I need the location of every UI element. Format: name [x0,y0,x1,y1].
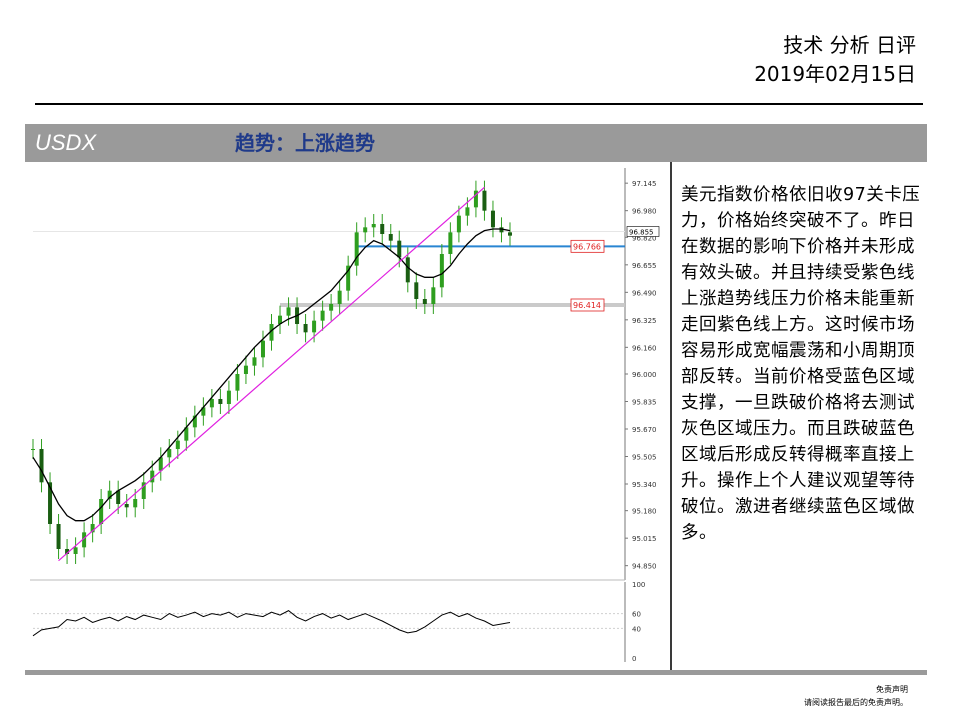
price-bar-body [116,490,121,504]
level-label-box [570,239,605,253]
price-tick-label: 95.835 [632,399,657,407]
price-bar-body [414,282,419,299]
price-bar-body [405,257,410,283]
instrument-banner: USDX 趋势：上涨趋势 [25,124,927,162]
price-bar-body [48,482,53,524]
level-label: 96.414 [573,301,601,310]
price-bar-body [124,504,129,508]
price-bar-body [508,232,512,236]
price-bar-body [312,320,317,333]
report-date: 2019年02月15日 [754,62,916,86]
panel-divider [670,162,672,670]
price-bar-body [286,307,291,316]
price-bar-body [192,415,197,428]
report-type-title: 技术 分析 日评 [783,33,916,57]
price-bar-body [31,449,35,450]
price-tick-label: 96.820 [632,234,657,242]
price-bar-body [175,440,180,449]
price-bar-body [82,532,87,548]
moving-average-line [32,228,511,522]
price-bar-body [278,315,283,324]
price-bar-body [218,399,223,404]
level-label-box [570,298,605,312]
price-chart: 96.766 96.414 97.145 96.980 96.820 96.655 96.… [30,168,660,663]
price-tick-label: 96.490 [632,289,657,297]
price-tick-label: 95.505 [632,454,657,462]
price-tick-label: 96.325 [632,317,657,325]
price-bar-body [320,310,325,321]
price-tick-label: 96.160 [632,344,657,352]
price-tick-label: 97.145 [632,180,657,188]
analysis-commentary: 美元指数价格依旧收97关卡压力，价格始终突破不了。昨日在数据的影响下价格并未形成… [681,185,921,543]
price-bar-body [422,299,427,304]
price-tick-label: 96.655 [632,262,657,270]
price-bar-body [39,449,44,483]
price-bar-body [226,390,231,404]
oscillator-tick-label: 100 [632,581,645,589]
price-bar-body [388,234,393,241]
oscillator-tick-label: 0 [632,655,636,663]
price-bar-body [158,457,163,471]
price-bar-body [209,399,214,408]
price-bar-body [456,215,461,233]
price-tick-label: 96.000 [632,371,657,379]
footer-bar [25,670,927,675]
price-bar-body [99,499,104,524]
price-tick-label: 95.180 [632,508,657,516]
price-bar-body [465,207,470,216]
rising-trendline [58,186,485,562]
current-price-box [626,226,660,237]
price-bar-body [260,340,265,358]
oscillator-line [32,610,511,637]
price-bar-body [448,232,453,254]
price-bar-body [354,232,359,266]
price-bar-body [431,287,436,304]
price-bar-body [269,324,274,341]
disclaimer-text: 请阅读报告最后的免责声明。 [804,698,908,707]
price-bar-body [73,547,78,554]
price-bar-body [90,524,95,533]
price-bar-body [397,240,402,258]
price-bar-body [235,374,240,391]
price-bar-body [141,482,146,499]
price-bar-body [65,549,70,554]
oscillator-tick-label: 60 [632,611,641,619]
price-bar-body [167,449,172,458]
price-bar-body [201,407,206,416]
price-bar-body [243,365,248,374]
price-bar-body [490,210,495,228]
price-bar-body [133,499,138,508]
oscillator-tick-label: 40 [632,625,641,633]
price-bar-body [482,190,487,211]
price-bar-body [337,290,342,304]
price-bar-body [380,224,385,234]
price-tick-label: 95.670 [632,426,657,434]
level-label: 96.766 [573,242,601,251]
price-tick-label: 96.980 [632,208,657,216]
current-price-label: 96.855 [629,229,654,237]
price-bar-body [363,227,368,233]
price-bar-body [252,357,257,366]
price-bar-body [150,470,155,483]
price-bar-body [439,254,444,288]
price-bar-body [346,265,351,291]
price-tick-label: 95.015 [632,535,657,543]
price-bar-body [329,304,334,311]
price-chart-panel: 96.766 96.414 97.145 96.980 96.820 96.655 96.… [25,162,670,670]
price-bar-body [184,427,189,441]
price-bar-body [107,490,112,499]
trend-label: 趋势：上涨趋势 [235,131,375,155]
price-bar-body [473,190,478,208]
instrument-symbol: USDX [35,130,97,155]
price-bar-body [371,224,376,228]
price-tick-label: 95.340 [632,481,657,489]
price-bar-body [56,524,61,549]
price-bar-body [499,227,504,233]
disclaimer-title: 免责声明 [876,685,908,694]
price-tick-label: 94.850 [632,563,657,571]
header-divider [35,103,923,105]
price-bar-body [303,324,308,333]
